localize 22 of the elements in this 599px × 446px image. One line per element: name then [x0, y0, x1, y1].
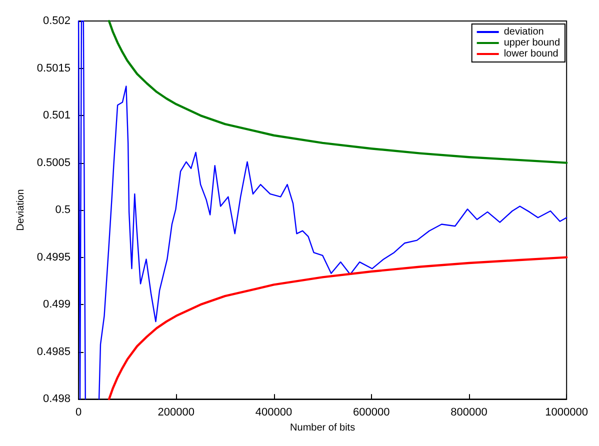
y-tick-label: 0.5: [55, 204, 71, 216]
y-tick-label: 0.4985: [36, 346, 71, 358]
x-axis-title: Number of bits: [290, 422, 356, 434]
legend-label: deviation: [504, 26, 544, 38]
x-tick-label: 600000: [353, 406, 390, 419]
y-tick-label: 0.502: [43, 15, 71, 27]
x-tick-label: 200000: [158, 406, 195, 419]
line-series: [108, 20, 568, 164]
legend-label: lower bound: [504, 48, 558, 60]
x-tick-label: 1000000: [545, 406, 588, 419]
y-tick-label: 0.5005: [36, 156, 71, 169]
y-tick-label: 0.499: [43, 298, 71, 311]
y-tick-label: 0.501: [43, 110, 71, 122]
legend-label: upper bound: [504, 38, 560, 48]
line-series: [108, 256, 568, 400]
x-tick-label: 800000: [450, 406, 488, 419]
x-tick-label: 0: [75, 406, 82, 419]
y-axis-title: Deviation: [16, 189, 26, 231]
x-tick-label: 400000: [255, 406, 292, 419]
y-tick-label: 0.4995: [36, 251, 71, 264]
y-tick-label: 0.498: [43, 393, 71, 406]
y-tick-label: 0.5015: [36, 62, 71, 74]
